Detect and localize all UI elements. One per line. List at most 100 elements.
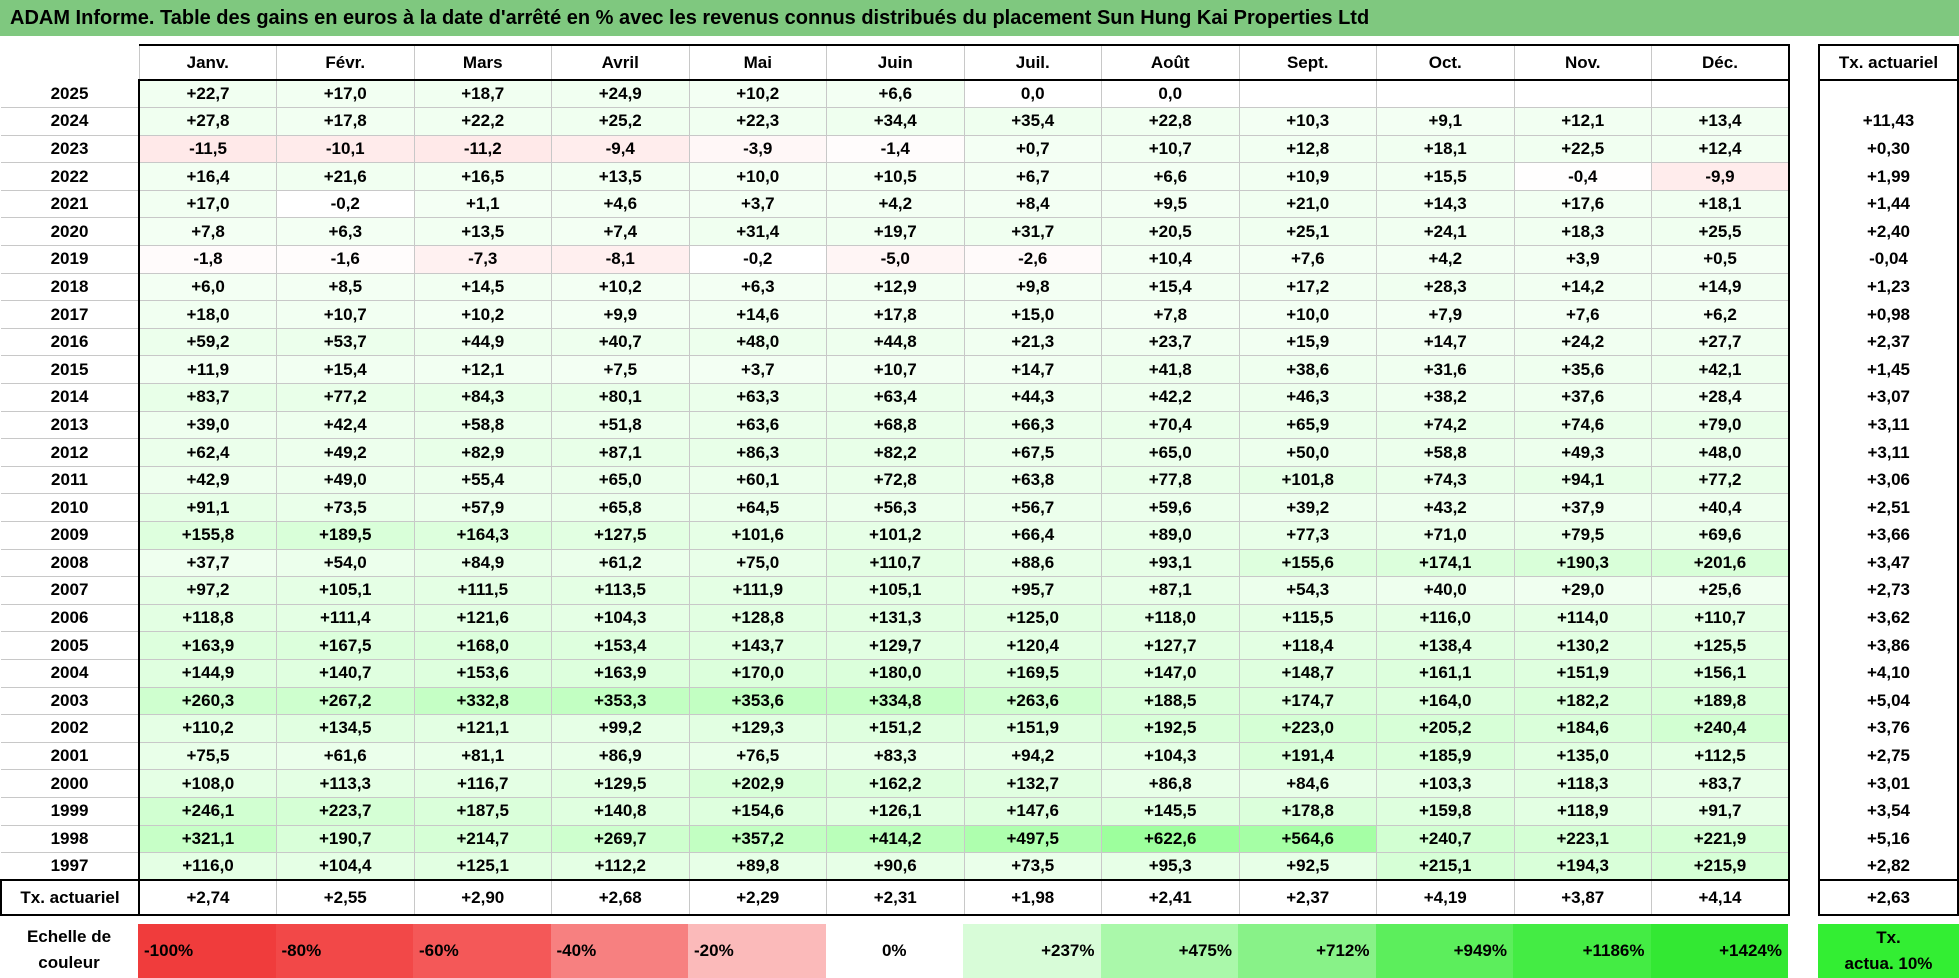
gain-cell: +118,9 [1513,797,1652,826]
gain-cell: +24,1 [1376,217,1515,247]
gain-cell: -1,6 [276,245,415,274]
gain-cell: +25,6 [1651,576,1790,605]
gain-cell: +223,7 [276,797,415,826]
year-label: 2004 [1,659,140,688]
gain-cell: +9,9 [551,300,690,329]
gain-cell: +168,0 [413,631,552,660]
gain-cell: +77,3 [1238,521,1377,550]
gain-cell: +3,7 [688,355,827,385]
gain-cell: +82,9 [413,438,552,467]
gain-cell: +95,3 [1101,852,1240,881]
gain-cell: +49,3 [1513,438,1652,467]
gain-cell: +113,3 [276,769,415,798]
gain-cell: +14,2 [1513,273,1652,302]
year-label: 2000 [1,769,140,798]
gain-cell: +14,3 [1376,190,1515,219]
gain-cell [1376,80,1515,109]
gain-cell: +155,8 [138,521,277,550]
gain-cell: +112,5 [1651,742,1790,771]
gain-cell: +17,0 [276,80,415,109]
gain-cell: +104,4 [276,852,415,881]
gain-cell: +23,7 [1101,328,1240,357]
year-rate-cell: +2,40 [1818,217,1959,246]
gain-cell: +118,3 [1513,769,1652,798]
gain-cell: +6,6 [1101,162,1240,191]
gain-cell: +121,1 [413,714,552,743]
gain-cell: +12,1 [413,355,552,385]
gain-cell: +10,2 [551,273,690,302]
gain-cell: +7,5 [551,355,690,385]
gain-cell: +35,4 [963,107,1102,136]
gain-cell: +86,9 [551,742,690,771]
gain-cell: +184,6 [1513,714,1652,743]
gain-cell: +81,1 [413,742,552,771]
header-corner [1,45,139,80]
gain-cell: +83,7 [1651,769,1790,798]
gain-cell: +76,5 [688,742,827,771]
gain-cell: +191,4 [1238,742,1377,771]
gain-cell: +43,2 [1376,493,1515,522]
gain-cell: +153,4 [551,631,690,660]
gain-cell: 0,0 [1101,80,1240,109]
gain-cell: +105,1 [826,576,965,605]
year-label: 2016 [1,328,140,357]
gain-cell: +112,2 [551,852,690,881]
year-rate-cell: +3,54 [1818,797,1959,826]
year-rate-cell: +3,86 [1818,631,1959,660]
year-rate-cell: +2,82 [1818,852,1959,881]
gain-cell: +201,6 [1651,549,1790,578]
gain-cell: +164,0 [1376,687,1515,716]
gain-cell: +9,8 [963,273,1102,302]
year-label: 2015 [1,355,140,385]
year-rate-cell: +3,62 [1818,604,1959,632]
gain-cell: +25,1 [1238,217,1377,247]
gain-cell: -9,9 [1651,162,1790,191]
gain-cell: +44,9 [413,328,552,357]
gain-cell: +10,2 [413,300,552,329]
gain-cell: +111,9 [688,576,827,605]
scale-swatch: 0% [825,924,963,978]
gain-cell: +10,7 [276,300,415,329]
gain-cell: +170,0 [688,659,827,688]
gain-cell: +20,5 [1101,217,1240,247]
gain-cell: +18,7 [413,80,552,109]
gain-cell: +17,0 [138,190,277,219]
gain-cell: +66,3 [963,411,1102,440]
month-header: Avril [551,44,690,81]
gain-cell: +93,1 [1101,549,1240,578]
gain-cell: +79,0 [1651,411,1790,440]
gain-cell: +174,7 [1238,687,1377,716]
year-rate-cell: +3,66 [1818,521,1959,550]
gain-cell: +84,3 [413,383,552,412]
gain-cell: -7,3 [413,245,552,274]
year-rate-cell: +2,37 [1818,328,1959,356]
year-rate-cell: +0,98 [1818,300,1959,329]
gain-cell: +205,2 [1376,714,1515,743]
gain-cell: +51,8 [551,411,690,440]
gain-cell: +46,3 [1238,383,1377,412]
gain-cell: +58,8 [1376,438,1515,467]
gain-cell: +3,7 [688,190,827,219]
table-row: 2024 +27,8 +17,8 +22,2 +25,2 +22,3 +34,4 +35,4 +… [1,107,1790,136]
month-rate-cell: +1,98 [963,879,1102,917]
month-rate-cell: +2,37 [1238,879,1377,917]
gain-cell [1513,80,1652,109]
gain-cell: +110,2 [138,714,277,743]
gain-cell: -1,8 [138,245,277,274]
gain-cell: +269,7 [551,825,690,854]
gain-cell: +42,4 [276,411,415,440]
gain-cell: +10,7 [1101,135,1240,164]
table-row: 2007 +97,2 +105,1 +111,5 +113,5 +111,9 +105,1 +… [1,576,1790,605]
gain-cell: -0,2 [688,245,827,274]
gain-cell: +215,9 [1651,852,1790,881]
gain-cell: +111,5 [413,576,552,605]
table-row: 2018 +6,0 +8,5 +14,5 +10,2 +6,3 +12,9 +9,8 +15,4… [1,273,1790,302]
gain-cell: +131,3 [826,604,965,633]
gain-cell: +27,7 [1651,328,1790,357]
year-rate-cell: +0,30 [1818,135,1959,163]
gain-cell: +223,0 [1238,714,1377,743]
year-label: 2011 [1,466,140,495]
gain-cell: +130,2 [1513,631,1652,660]
gain-cell: +105,1 [276,576,415,605]
month-header: Juin [826,44,965,81]
